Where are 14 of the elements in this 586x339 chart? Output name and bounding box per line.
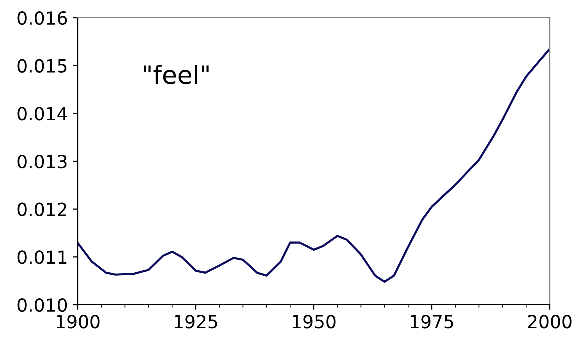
y-tick-label: 0.015 bbox=[18, 59, 67, 73]
annotation: "feel" bbox=[144, 65, 209, 84]
y-tick-label: 0.010 bbox=[18, 298, 68, 312]
line-series bbox=[78, 48, 550, 284]
y-tick-label: 0.012 bbox=[18, 202, 66, 216]
x-tick-label: 1900 bbox=[57, 315, 100, 329]
y-tick-label: 0.013 bbox=[18, 154, 67, 169]
y-tick-label: 0.016 bbox=[18, 11, 68, 26]
x-tick-label: 1950 bbox=[293, 315, 336, 329]
x-tick-label: 1925 bbox=[175, 315, 218, 329]
y-tick-label: 0.014 bbox=[18, 107, 68, 121]
x-tick-label: 1975 bbox=[411, 315, 454, 329]
x-tick-label: 2000 bbox=[528, 315, 572, 329]
y-tick-label: 0.011 bbox=[18, 250, 67, 264]
